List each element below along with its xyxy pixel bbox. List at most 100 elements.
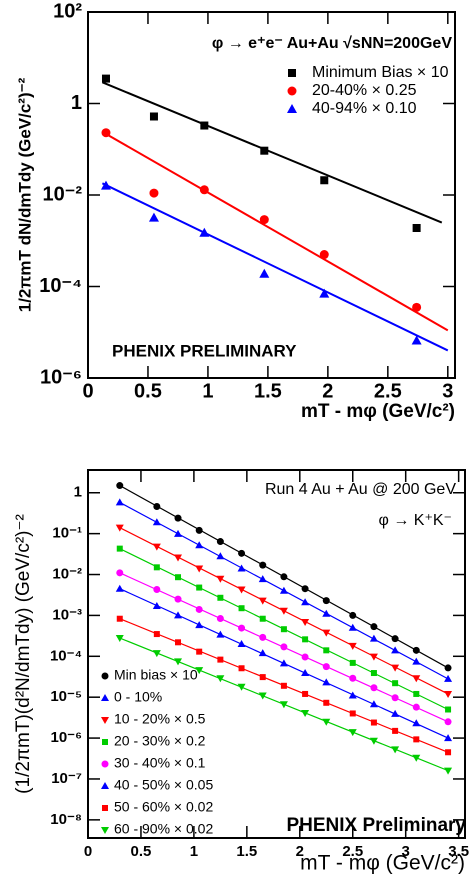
marker [280, 682, 287, 689]
marker [412, 657, 421, 665]
marker [301, 669, 310, 677]
marker [149, 188, 159, 198]
legend-marker [102, 739, 108, 745]
y-axis-label: (1/2πmT)(d²N/dmTdy) (GeV/c²)⁻² [13, 514, 34, 794]
marker [320, 176, 329, 185]
legend-label: 40 - 50% × 0.05 [114, 777, 213, 793]
x-tick-label: 3.5 [448, 843, 469, 860]
legend-label: 40-94% × 0.10 [312, 100, 417, 117]
marker [369, 737, 378, 745]
marker [217, 656, 224, 663]
marker [195, 605, 203, 613]
y-tick-label: 10⁻⁴ [39, 275, 82, 297]
x-tick-label: 2 [296, 843, 304, 860]
marker [412, 675, 421, 683]
marker [444, 664, 452, 672]
marker [216, 675, 225, 683]
legend-symbol [101, 717, 109, 724]
marker [153, 586, 161, 594]
legend-label: 20-40% × 0.25 [312, 82, 417, 99]
legend-symbol [287, 104, 297, 113]
annotation: PHENIX Preliminary [286, 815, 466, 836]
marker [237, 639, 246, 647]
marker [322, 678, 331, 686]
y-tick-label: 10⁻² [52, 565, 82, 582]
marker [444, 674, 453, 682]
legend-label: Min bias × 10 [114, 667, 198, 683]
marker [280, 573, 288, 581]
legend-symbol [288, 69, 296, 77]
marker [280, 626, 287, 633]
marker [302, 690, 309, 697]
legend-symbol [287, 86, 297, 96]
marker [152, 518, 161, 526]
legend-label: 10 - 20% × 0.5 [114, 711, 206, 727]
marker [216, 575, 225, 583]
marker [260, 146, 269, 155]
marker [153, 564, 160, 571]
marker [152, 543, 161, 551]
marker [391, 664, 400, 672]
marker [302, 636, 309, 643]
marker [200, 121, 209, 130]
legend-label: 60 - 90% × 0.02 [114, 821, 213, 837]
legend-label: 30 - 40% × 0.1 [114, 755, 206, 771]
marker [412, 719, 421, 727]
marker [322, 718, 331, 726]
marker [153, 631, 160, 638]
marker [258, 649, 267, 657]
marker [115, 635, 124, 643]
marker [370, 623, 378, 631]
legend-marker [102, 805, 108, 811]
marker [322, 609, 331, 617]
marker [195, 565, 204, 573]
marker [195, 526, 203, 534]
marker [370, 670, 377, 677]
marker [444, 734, 453, 742]
marker [412, 754, 421, 762]
legend-symbol [101, 782, 109, 789]
marker [174, 595, 182, 603]
marker [412, 223, 421, 232]
x-tick-label: 2.5 [342, 843, 363, 860]
marker [216, 615, 224, 623]
legend-marker [101, 760, 109, 768]
y-tick-label: 1 [71, 92, 82, 114]
marker [301, 585, 309, 593]
marker [175, 574, 182, 581]
marker [216, 538, 224, 546]
x-tick-label: 1.5 [236, 843, 257, 860]
legend-marker [101, 694, 109, 701]
x-tick-label: 3 [402, 843, 410, 860]
marker [319, 288, 330, 298]
y-tick-label: 10⁻⁸ [50, 811, 82, 828]
marker [238, 665, 245, 672]
marker [322, 663, 330, 671]
legend-marker [101, 717, 109, 724]
marker [115, 584, 124, 592]
marker [195, 667, 204, 675]
marker [348, 729, 357, 737]
marker [196, 648, 203, 655]
marker [323, 647, 330, 654]
marker [301, 619, 310, 627]
marker [237, 683, 246, 691]
marker [195, 621, 204, 629]
marker [391, 646, 400, 654]
y-tick-label: 10⁻⁷ [51, 770, 82, 787]
y-tick-label: 10² [53, 0, 82, 22]
y-tick-label: 10⁻⁴ [50, 647, 82, 664]
marker [391, 635, 399, 643]
marker [370, 719, 377, 726]
marker [217, 594, 224, 601]
marker [369, 700, 378, 708]
x-tick-label: 0 [84, 843, 92, 860]
marker [199, 227, 210, 237]
marker [391, 746, 400, 754]
marker [412, 646, 420, 654]
legend-marker [101, 827, 109, 834]
marker [349, 659, 356, 666]
marker [116, 545, 123, 552]
marker [238, 549, 246, 557]
marker [279, 586, 288, 594]
